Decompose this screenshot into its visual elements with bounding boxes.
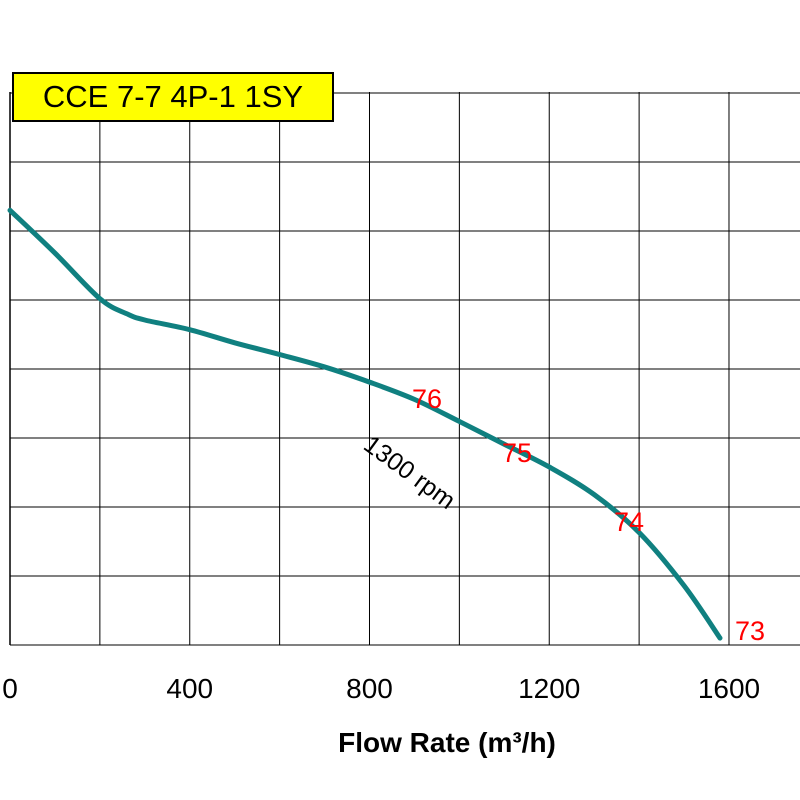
chart-title: CCE 7-7 4P-1 1SY: [12, 72, 334, 122]
x-tick-label: 400: [166, 673, 213, 704]
speed-label: 1300 rpm: [358, 430, 460, 515]
efficiency-label-74: 74: [614, 507, 644, 537]
x-axis-label: Flow Rate (m³/h): [338, 727, 556, 758]
pump-curve-1300rpm: [7, 207, 723, 641]
x-tick-label: 1600: [698, 673, 760, 704]
efficiency-label-73: 73: [735, 616, 765, 646]
efficiency-label-76: 76: [412, 384, 442, 414]
x-tick-label: 800: [346, 673, 393, 704]
x-tick-label: 1200: [518, 673, 580, 704]
x-tick-label: 0: [2, 673, 18, 704]
chart-grid: [9, 92, 800, 646]
x-tick-labels: 0 400 800 1200 1600: [2, 673, 760, 704]
efficiency-label-75: 75: [502, 438, 532, 468]
